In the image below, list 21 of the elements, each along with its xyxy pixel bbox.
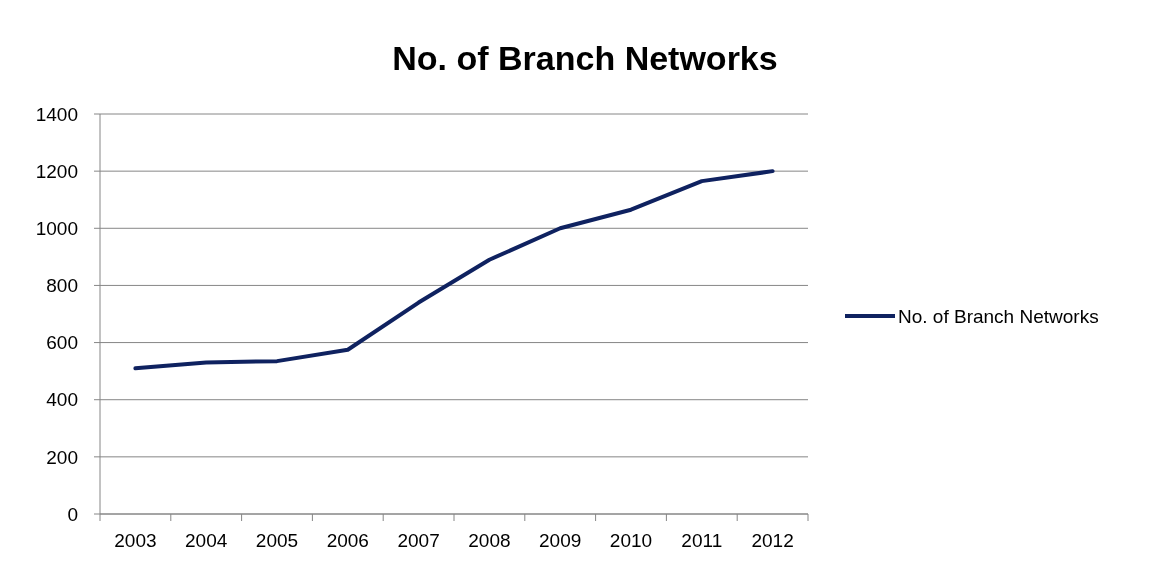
y-tick-label: 800 bbox=[46, 275, 78, 297]
x-tick-label: 2012 bbox=[751, 530, 794, 551]
chart-title: No. of Branch Networks bbox=[392, 39, 778, 77]
y-tick-label: 0 bbox=[67, 503, 78, 525]
y-tick-label: 1000 bbox=[35, 217, 78, 239]
x-tick-label: 2010 bbox=[609, 530, 653, 551]
x-tick-label: 2007 bbox=[397, 530, 440, 551]
x-tick-label: 2003 bbox=[114, 530, 157, 551]
y-tick-label: 1200 bbox=[35, 160, 78, 182]
y-tick-label: 200 bbox=[46, 446, 78, 468]
x-tick-label: 2008 bbox=[468, 530, 511, 551]
x-tick-label: 2005 bbox=[255, 530, 299, 551]
y-tick-label: 600 bbox=[46, 332, 78, 354]
legend-label: No. of Branch Networks bbox=[898, 305, 1099, 327]
line-series bbox=[133, 169, 775, 371]
x-tick-label: 2006 bbox=[326, 530, 369, 551]
y-tick-label: 1400 bbox=[35, 103, 78, 125]
x-tick-label: 2009 bbox=[539, 530, 582, 551]
x-tick-label: 2004 bbox=[185, 530, 228, 551]
x-tick-label: 2011 bbox=[681, 530, 723, 551]
y-tick-label: 400 bbox=[46, 389, 78, 411]
